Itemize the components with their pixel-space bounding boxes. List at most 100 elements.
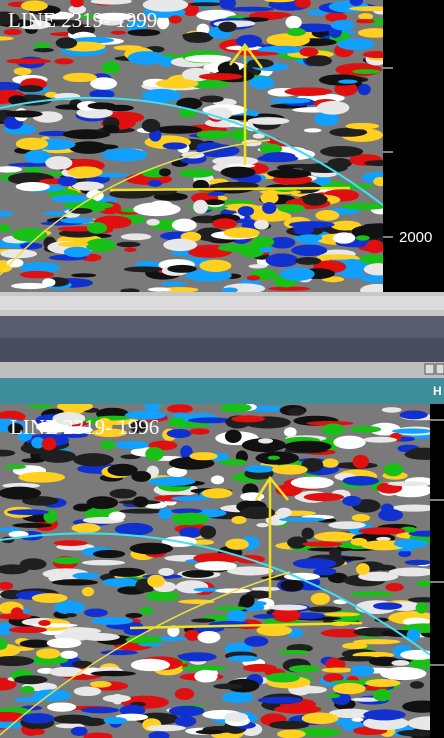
texture (258, 438, 273, 443)
texture (54, 58, 73, 64)
texture (169, 15, 182, 23)
texture (81, 633, 120, 641)
texture (14, 67, 32, 75)
texture (56, 37, 78, 48)
texture (391, 660, 409, 666)
texture (277, 166, 294, 170)
texture (146, 219, 159, 226)
texture (247, 117, 289, 125)
texture (158, 508, 172, 519)
texture (323, 612, 360, 616)
texture (305, 55, 332, 66)
texture (6, 110, 43, 117)
texture (49, 667, 84, 677)
texture (72, 661, 93, 668)
texture (196, 130, 232, 139)
texture (350, 426, 381, 433)
texture (38, 620, 50, 626)
texture (251, 587, 281, 591)
texture (384, 463, 403, 476)
texture (16, 138, 48, 150)
texture (359, 254, 387, 264)
texture (72, 572, 100, 578)
texture (60, 651, 78, 659)
texture (225, 430, 242, 443)
texture (356, 235, 370, 240)
texture (320, 146, 363, 157)
texture (86, 496, 118, 509)
texture (289, 665, 320, 673)
texture (32, 593, 68, 603)
texture (284, 87, 332, 96)
texture (90, 681, 112, 688)
texture (33, 48, 54, 52)
texture (287, 536, 308, 548)
texture (191, 618, 215, 622)
texture (172, 412, 189, 418)
maximize-button[interactable] (436, 364, 444, 374)
texture (212, 218, 237, 229)
texture (338, 80, 358, 84)
texture (64, 247, 91, 258)
texture (12, 523, 52, 528)
toolbar-row (0, 338, 444, 362)
texture (121, 233, 152, 240)
texture (319, 74, 363, 85)
texture (196, 730, 225, 735)
splitter-inner (0, 296, 444, 310)
texture (378, 509, 403, 521)
texture (252, 12, 292, 18)
texture (167, 429, 192, 438)
texture (328, 521, 366, 529)
texture (280, 267, 315, 281)
texture (33, 42, 50, 48)
texture (277, 650, 310, 655)
texture (68, 166, 103, 178)
texture (72, 181, 104, 190)
texture (227, 610, 247, 623)
texture (16, 182, 50, 191)
texture (20, 271, 54, 278)
texture (23, 167, 44, 172)
texture (195, 561, 237, 571)
texture (247, 275, 260, 280)
texture (248, 264, 266, 268)
texture (88, 102, 116, 109)
texture (51, 195, 89, 203)
texture (102, 578, 139, 587)
minimize-button[interactable] (425, 364, 434, 374)
texture (225, 539, 249, 550)
texture (299, 47, 318, 56)
texture (238, 206, 254, 216)
texture (73, 453, 114, 466)
texture (244, 465, 274, 473)
menu-item[interactable]: H (433, 384, 442, 398)
texture (163, 142, 188, 149)
texture (131, 471, 151, 482)
texture (259, 248, 273, 253)
texture (91, 617, 134, 625)
texture (231, 415, 265, 422)
texture (373, 689, 391, 701)
texture (14, 675, 48, 684)
texture (7, 509, 49, 515)
texture (363, 437, 397, 443)
texture (353, 455, 370, 469)
texture (385, 583, 403, 591)
texture (254, 220, 269, 230)
texture (130, 543, 173, 555)
texture (175, 688, 194, 700)
texture (82, 587, 94, 596)
texture (365, 679, 401, 687)
texture (315, 210, 339, 221)
texture (185, 55, 232, 63)
texture (333, 683, 366, 694)
texture (222, 692, 255, 703)
texture (175, 716, 196, 727)
texture (284, 427, 297, 437)
line-label: LINE 2319- 1999 (8, 8, 157, 32)
menu-bar (0, 378, 444, 404)
texture (365, 240, 383, 254)
texture (4, 465, 26, 470)
seismic-image (0, 401, 444, 738)
